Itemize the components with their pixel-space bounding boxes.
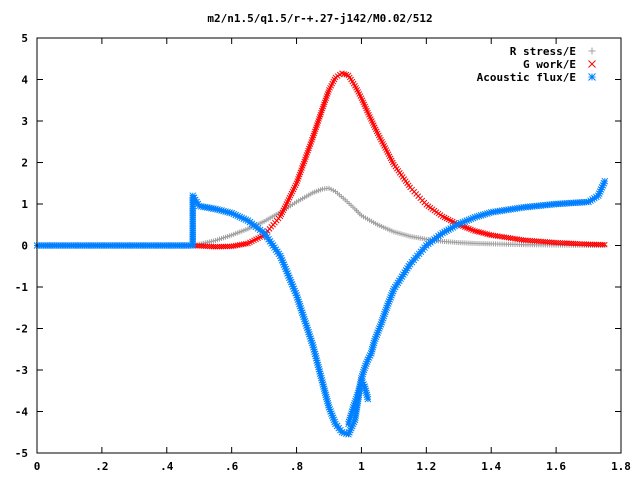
- data-point: [243, 240, 249, 247]
- legend-marker: [588, 73, 596, 81]
- data-point: [484, 231, 491, 237]
- legend-marker: [588, 60, 596, 68]
- legend-label: Acoustic flux/E: [477, 71, 576, 84]
- x-tick-label: 1.6: [546, 460, 566, 473]
- y-tick-label: -3: [15, 364, 28, 377]
- x-tick-label: 1: [358, 460, 365, 473]
- data-point: [553, 239, 559, 246]
- data-point: [476, 229, 482, 235]
- data-point: [555, 239, 562, 246]
- x-tick-label: .8: [290, 460, 303, 473]
- y-tick-label: 0: [21, 240, 28, 253]
- data-point: [579, 241, 585, 247]
- y-tick-label: -5: [15, 447, 28, 460]
- data-point: [572, 240, 579, 247]
- data-point: [574, 240, 581, 247]
- y-tick-label: -1: [15, 281, 29, 294]
- data-point: [480, 230, 486, 236]
- x-tick-label: 1.8: [611, 460, 631, 473]
- y-tick-label: -2: [15, 323, 28, 336]
- axis-ticks: 0 .2 .4 .6 .8 1 1.2 1.4 1.6 1.8 -5 -4 -3 -2 -1 0 1 2 3 4 5: [15, 32, 631, 473]
- data-point: [601, 177, 609, 185]
- legend-marker: [588, 47, 596, 55]
- series-2: [33, 177, 609, 438]
- data-point: [577, 240, 583, 247]
- data-point: [564, 240, 570, 247]
- data-point: [566, 240, 572, 247]
- data-point: [581, 241, 588, 247]
- data-point: [472, 228, 478, 234]
- data-point: [486, 231, 493, 238]
- plot-frame: [36, 37, 622, 454]
- x-tick-label: .6: [225, 460, 239, 473]
- data-point: [561, 240, 568, 246]
- data-marks: [33, 70, 609, 438]
- series-3: [345, 377, 372, 428]
- chart-title: m2/n1.5/q1.5/r-+.27-j142/M0.02/512: [207, 12, 432, 25]
- data-point: [559, 240, 566, 246]
- data-point: [478, 229, 484, 236]
- data-point: [570, 240, 577, 247]
- data-point: [469, 214, 477, 222]
- series-0: [34, 185, 608, 248]
- x-tick-label: 1.2: [416, 460, 436, 473]
- y-tick-label: 4: [21, 74, 28, 87]
- y-tick-label: 2: [21, 157, 28, 170]
- data-point: [568, 240, 575, 247]
- data-point: [601, 241, 608, 248]
- legend-label: R stress/E: [510, 45, 576, 58]
- x-tick-label: .4: [160, 460, 174, 473]
- data-point: [474, 228, 480, 235]
- x-tick-label: .2: [95, 460, 108, 473]
- y-tick-label: 1: [21, 198, 28, 211]
- data-point: [599, 241, 606, 248]
- x-tick-label: 0: [34, 460, 41, 473]
- data-point: [551, 239, 557, 246]
- y-tick-label: 5: [21, 32, 28, 45]
- data-point: [482, 230, 488, 237]
- y-tick-label: 3: [21, 115, 28, 128]
- data-point: [364, 395, 372, 403]
- y-tick-label: -4: [15, 406, 29, 419]
- data-point: [557, 239, 564, 246]
- legend-label: G work/E: [523, 58, 576, 71]
- x-tick-label: 1.4: [481, 460, 501, 473]
